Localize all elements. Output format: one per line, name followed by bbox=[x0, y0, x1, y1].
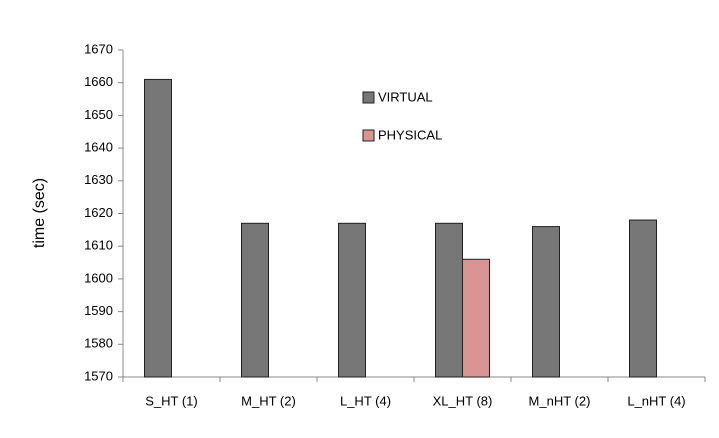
x-tick-label: M_HT (2) bbox=[241, 393, 296, 408]
x-tick-label: L_nHT (4) bbox=[627, 393, 685, 408]
y-tick-label: 1630 bbox=[84, 172, 113, 187]
bar bbox=[241, 222, 269, 378]
bar bbox=[629, 219, 657, 378]
y-tick-label: 1660 bbox=[84, 74, 113, 89]
bar bbox=[532, 226, 560, 378]
bar bbox=[338, 222, 366, 378]
y-axis-label: time (sec) bbox=[31, 178, 48, 248]
legend-swatch bbox=[362, 91, 375, 104]
y-tick-label: 1650 bbox=[84, 107, 113, 122]
legend-swatch bbox=[362, 129, 375, 142]
y-tick-label: 1600 bbox=[84, 270, 113, 285]
x-tick-label: XL_HT (8) bbox=[433, 393, 493, 408]
y-tick-label: 1670 bbox=[84, 41, 113, 56]
legend-label: VIRTUAL bbox=[378, 89, 433, 104]
x-tick-label: S_HT (1) bbox=[145, 393, 198, 408]
y-tick-label: 1640 bbox=[84, 140, 113, 155]
bar bbox=[462, 258, 490, 378]
y-tick-label: 1570 bbox=[84, 368, 113, 383]
bar bbox=[144, 78, 172, 378]
y-tick-label: 1590 bbox=[84, 303, 113, 318]
legend-label: PHYSICAL bbox=[378, 127, 442, 142]
x-tick-label: M_nHT (2) bbox=[529, 393, 591, 408]
x-tick-label: L_HT (4) bbox=[340, 393, 391, 408]
y-tick-label: 1610 bbox=[84, 238, 113, 253]
bar bbox=[435, 222, 463, 378]
y-tick-label: 1620 bbox=[84, 205, 113, 220]
y-tick-label: 1580 bbox=[84, 336, 113, 351]
